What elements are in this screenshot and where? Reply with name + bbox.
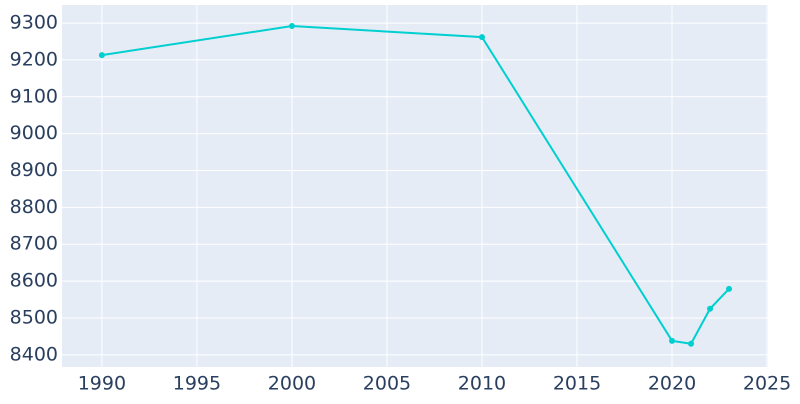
data-point	[707, 305, 714, 312]
data-point	[98, 52, 105, 59]
data-point	[669, 337, 676, 344]
y-tick-label: 8700	[10, 233, 58, 255]
y-tick-label: 8400	[10, 343, 58, 365]
x-tick-label: 2025	[743, 373, 791, 395]
x-tick-label: 2020	[648, 373, 696, 395]
y-tick-label: 8900	[10, 159, 58, 181]
y-tick-label: 9000	[10, 122, 58, 144]
x-tick-label: 2010	[458, 373, 506, 395]
data-point	[688, 340, 695, 347]
x-tick-label: 1990	[78, 373, 126, 395]
data-point	[478, 34, 485, 41]
y-tick-label: 8800	[10, 196, 58, 218]
x-tick-label: 2000	[268, 373, 316, 395]
y-tick-label: 9300	[10, 12, 58, 34]
x-tick-label: 1995	[173, 373, 221, 395]
data-point	[288, 23, 295, 30]
y-tick-label: 9100	[10, 85, 58, 107]
data-point	[726, 285, 733, 292]
y-tick-label: 8600	[10, 270, 58, 292]
y-tick-label: 8500	[10, 306, 58, 328]
x-tick-label: 2005	[363, 373, 411, 395]
x-tick-label: 2015	[553, 373, 601, 395]
plot-area	[62, 5, 768, 367]
y-tick-label: 9200	[10, 48, 58, 70]
